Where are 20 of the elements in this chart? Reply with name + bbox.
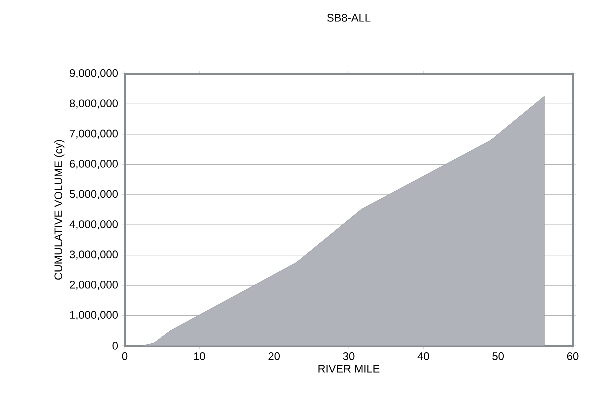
- x-tick-label: 20: [268, 352, 280, 360]
- y-axis-title: CUMULATIVE VOLUME (cy): [54, 140, 65, 280]
- y-tick-label: 4,000,000: [70, 220, 118, 230]
- y-tick-label: 3,000,000: [70, 250, 118, 260]
- y-tick-label: 0: [112, 342, 118, 350]
- y-tick-label: 6,000,000: [70, 160, 118, 170]
- x-axis-title: RIVER MILE: [318, 365, 380, 373]
- y-tick-label: 7,000,000: [70, 130, 118, 139]
- y-tick-label: 9,000,000: [70, 69, 118, 79]
- x-tick-label: 50: [492, 352, 504, 360]
- x-tick-label: 0: [122, 352, 128, 360]
- y-tick-label: 5,000,000: [70, 190, 118, 200]
- chart-title: SB8-ALL: [327, 14, 371, 22]
- y-tick-label: 1,000,000: [70, 311, 118, 320]
- x-tick-label: 60: [567, 352, 579, 360]
- x-tick-label: 10: [194, 352, 206, 360]
- y-tick-label: 8,000,000: [70, 100, 118, 109]
- x-tick-label: 40: [418, 352, 430, 360]
- y-tick-label: 2,000,000: [70, 281, 118, 290]
- x-tick-label: 30: [343, 352, 355, 360]
